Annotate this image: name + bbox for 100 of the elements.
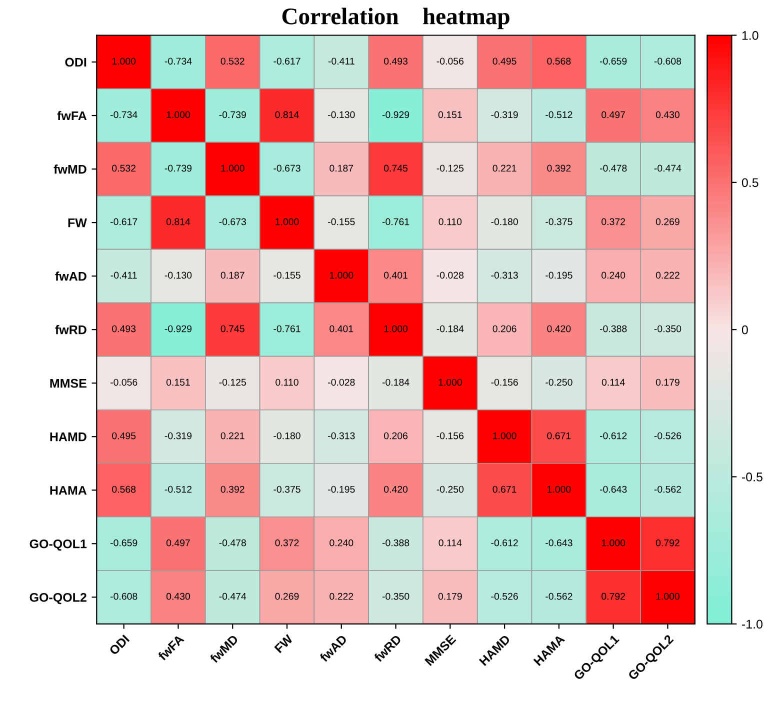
data-label: -0.250 — [546, 378, 572, 386]
y-tick-label: MMSE — [50, 378, 86, 388]
data-label: 0.372 — [602, 218, 625, 226]
x-tick-label: ODI — [108, 634, 130, 656]
data-label: -0.659 — [110, 539, 138, 546]
data-label: -0.673 — [274, 164, 300, 172]
data-label: 0.814 — [275, 111, 299, 118]
data-label: 0.151 — [438, 111, 462, 118]
data-label: 0.430 — [166, 592, 190, 600]
data-label: 0.221 — [220, 432, 244, 440]
data-label: 0.493 — [384, 58, 408, 65]
data-label: -0.028 — [328, 378, 355, 386]
data-label: 0.420 — [384, 486, 408, 493]
data-label: 0.221 — [492, 164, 516, 172]
data-label: -0.313 — [491, 272, 518, 279]
chart-title: Correlation heatmap — [282, 8, 510, 30]
data-label: -0.562 — [546, 592, 572, 600]
data-label: -0.350 — [382, 592, 410, 600]
data-label: -0.319 — [164, 432, 192, 440]
data-label: -0.130 — [164, 272, 192, 279]
data-label: 0.532 — [220, 58, 244, 65]
data-label: -0.929 — [164, 325, 192, 332]
data-label: 0.240 — [602, 272, 626, 279]
data-label: 0.497 — [166, 539, 190, 546]
data-label: -0.411 — [328, 58, 354, 65]
data-label: 0.110 — [438, 218, 462, 226]
data-label: -0.673 — [219, 218, 246, 226]
data-label: 0.792 — [656, 539, 680, 546]
y-tick-label: fwRD — [55, 325, 86, 334]
color-bar-label: 0.5 — [742, 178, 758, 188]
color-bar-label: 1.0 — [742, 31, 758, 40]
data-label: -0.512 — [546, 111, 572, 118]
data-label: -0.350 — [654, 325, 682, 332]
data-label: 0.568 — [547, 58, 571, 65]
data-label: -0.375 — [274, 486, 300, 493]
data-label: -0.180 — [274, 432, 300, 440]
data-label: -0.195 — [328, 486, 355, 493]
data-label: -0.474 — [219, 592, 246, 600]
data-label: 1.000 — [384, 325, 408, 332]
data-label: 1.000 — [221, 164, 244, 172]
data-label: 0.269 — [656, 218, 680, 226]
data-label: -0.184 — [382, 378, 410, 386]
data-label: 0.532 — [112, 164, 136, 172]
data-label: -0.929 — [382, 111, 410, 118]
data-label: 0.114 — [602, 378, 625, 386]
data-label: 0.497 — [602, 111, 625, 118]
data-label: 0.493 — [112, 325, 136, 332]
y-tick-label: GO-QOL1 — [30, 539, 87, 551]
data-label: -0.617 — [274, 58, 300, 65]
data-label: -0.734 — [110, 111, 138, 118]
data-label: -0.643 — [546, 539, 572, 546]
data-label: 0.222 — [330, 592, 354, 600]
data-label: -0.512 — [164, 486, 192, 493]
data-label: 0.187 — [220, 272, 244, 279]
data-label: -0.155 — [328, 218, 355, 226]
data-label: 0.745 — [384, 164, 408, 172]
data-label: -0.180 — [491, 218, 518, 226]
data-label: -0.195 — [546, 272, 572, 279]
data-label: -0.761 — [382, 218, 410, 226]
data-label: -0.608 — [654, 58, 682, 65]
data-label: 0.392 — [547, 164, 571, 172]
data-label: 0.392 — [220, 486, 244, 493]
data-label: 0.401 — [384, 272, 408, 279]
data-label: -0.478 — [600, 164, 627, 172]
data-label: 1.000 — [330, 272, 354, 279]
data-label: -0.125 — [219, 378, 246, 386]
data-label: -0.056 — [110, 378, 138, 386]
data-label: -0.739 — [164, 164, 192, 172]
data-label: 1.000 — [276, 218, 299, 226]
data-label: -0.375 — [546, 218, 572, 226]
y-tick-label: FW — [68, 218, 87, 228]
data-label: -0.562 — [654, 486, 682, 493]
data-label: 0.110 — [276, 378, 298, 386]
data-label: 0.114 — [438, 539, 462, 546]
data-label: -0.056 — [436, 58, 464, 65]
y-tick-label: HAMA — [50, 486, 87, 495]
data-label: 0.495 — [112, 432, 136, 440]
data-label: 0.240 — [330, 539, 354, 546]
data-label: 0.372 — [275, 539, 299, 546]
data-label: -0.612 — [491, 539, 518, 546]
data-label: -0.388 — [382, 539, 410, 546]
data-label: 1.000 — [656, 592, 680, 600]
data-label: -0.526 — [654, 432, 682, 440]
data-label: -0.155 — [274, 272, 300, 279]
data-label: -0.130 — [328, 111, 355, 118]
data-label: -0.526 — [491, 592, 518, 600]
data-label: 1.000 — [548, 486, 571, 493]
data-label: 0.745 — [220, 325, 244, 332]
data-label: -0.319 — [491, 111, 518, 118]
data-label: 0.671 — [547, 432, 571, 440]
data-label: -0.250 — [436, 486, 464, 493]
data-label: -0.184 — [436, 325, 464, 332]
color-bar-label: -0.5 — [742, 472, 762, 482]
data-label: 0.671 — [492, 486, 516, 493]
data-label: 1.000 — [438, 378, 462, 386]
y-tick-label: fwMD — [54, 164, 86, 174]
data-label: 1.000 — [493, 432, 516, 440]
data-label: 0.430 — [656, 111, 680, 118]
data-label: -0.313 — [328, 432, 355, 440]
data-label: -0.125 — [436, 164, 464, 172]
